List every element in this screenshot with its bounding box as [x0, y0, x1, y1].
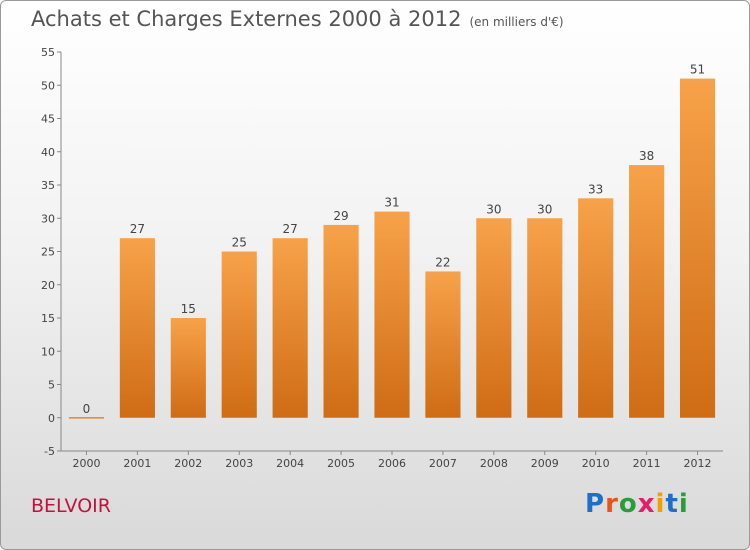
y-tick-label: -5: [44, 445, 55, 458]
bar-value-label: 0: [83, 402, 91, 416]
y-tick-label: 40: [41, 146, 55, 159]
chart-subtitle: (en milliers d'€): [469, 15, 564, 29]
proxiti-logo: Proxiti: [585, 489, 689, 519]
bar-value-label: 27: [283, 222, 298, 236]
y-tick-label: 45: [41, 113, 55, 126]
logo-letter: o: [618, 489, 638, 519]
y-tick-label: 50: [41, 79, 55, 92]
x-tick-label: 2010: [582, 457, 610, 470]
bar-value-label: 25: [232, 236, 247, 250]
y-tick-label: 35: [41, 179, 55, 192]
x-tick-label: 2000: [72, 457, 100, 470]
bar-value-label: 30: [537, 202, 552, 216]
logo-letter: i: [678, 489, 689, 519]
bar: [425, 271, 461, 418]
bar-value-label: 29: [333, 209, 348, 223]
place-name: BELVOIR: [31, 495, 111, 517]
bar: [578, 198, 614, 418]
x-tick-label: 2011: [633, 457, 661, 470]
bar: [68, 417, 105, 419]
x-tick-label: 2007: [429, 457, 457, 470]
x-tick-label: 2008: [480, 457, 508, 470]
bar: [170, 318, 206, 418]
y-tick-label: 30: [41, 212, 55, 225]
x-tick-label: 2002: [174, 457, 202, 470]
x-tick-label: 2009: [531, 457, 559, 470]
bar: [272, 238, 308, 418]
chart-title: Achats et Charges Externes 2000 à 2012 (e…: [31, 7, 564, 31]
y-tick-label: 20: [41, 279, 55, 292]
bar-value-label: 51: [690, 63, 705, 77]
bar-value-label: 22: [435, 255, 450, 269]
y-tick-label: 5: [48, 379, 55, 392]
bar-value-label: 15: [181, 302, 196, 316]
y-tick-label: 55: [41, 46, 55, 59]
bar-value-label: 33: [588, 182, 603, 196]
bar: [629, 165, 665, 418]
x-tick-label: 2005: [327, 457, 355, 470]
y-tick-label: 15: [41, 312, 55, 325]
bar: [476, 218, 512, 418]
y-tick-label: 0: [48, 412, 55, 425]
x-tick-label: 2003: [225, 457, 253, 470]
bar: [374, 211, 410, 418]
logo-letter: r: [605, 489, 619, 519]
y-tick-label: 25: [41, 246, 55, 259]
logo-letter: P: [585, 489, 606, 519]
bar: [527, 218, 563, 418]
bar-value-label: 31: [384, 196, 399, 210]
bar: [323, 224, 359, 418]
bar: [119, 238, 155, 418]
bar-value-label: 38: [639, 149, 654, 163]
logo-letter: i: [655, 489, 666, 519]
bar: [221, 251, 257, 418]
bar-value-label: 27: [130, 222, 145, 236]
logo-letter: x: [637, 489, 656, 519]
x-tick-label: 2006: [378, 457, 406, 470]
bar: [679, 78, 716, 418]
x-tick-label: 2012: [684, 457, 712, 470]
x-tick-label: 2004: [276, 457, 304, 470]
bar-value-label: 30: [486, 202, 501, 216]
x-tick-label: 2001: [123, 457, 151, 470]
y-tick-label: 10: [41, 345, 55, 358]
logo-letter: t: [665, 489, 679, 519]
